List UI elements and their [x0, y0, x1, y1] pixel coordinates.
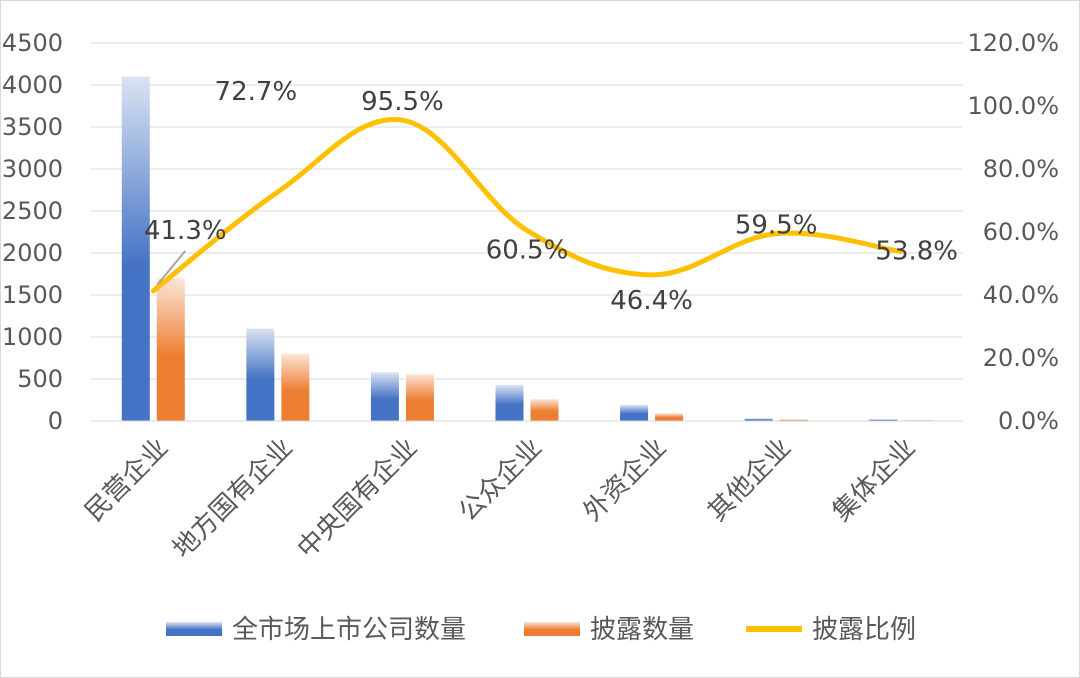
data-label: 59.5%: [735, 211, 818, 241]
y-left-tick-label: 500: [17, 365, 63, 393]
bar-disclosed: [156, 278, 185, 421]
y-right-tick-label: 20.0%: [983, 344, 1059, 372]
bar-total: [869, 419, 898, 421]
y-left-tick-label: 3000: [2, 155, 63, 183]
y-right-tick-label: 80.0%: [983, 155, 1059, 183]
data-labels: 41.3% 72.7% 95.5% 60.5% 46.4% 59.5% 53.8%: [144, 77, 958, 316]
y-left-tick-label: 2000: [2, 239, 63, 267]
legend-label: 全市场上市公司数量: [232, 615, 466, 645]
legend-swatch: [166, 622, 222, 636]
category-label: 地方国有企业: [167, 433, 299, 565]
bar-disclosed: [779, 419, 808, 421]
data-label: 95.5%: [361, 87, 444, 117]
bar-disclosed: [405, 374, 434, 421]
bar-total: [620, 405, 649, 421]
bar-total: [495, 384, 524, 421]
category-label: 中央国有企业: [292, 433, 424, 565]
y-left-tick-label: 3500: [2, 113, 63, 141]
y-left-tick-label: 4000: [2, 71, 63, 99]
category-label: 民营企业: [79, 433, 174, 528]
y-left-tick-label: 2500: [2, 197, 63, 225]
bar-total: [121, 76, 150, 421]
category-label: 集体企业: [827, 433, 922, 528]
data-label: 53.8%: [875, 237, 958, 267]
category-label: 公众企业: [453, 433, 548, 528]
y-right-tick-label: 100.0%: [967, 92, 1059, 120]
y-left-tick-label: 0: [48, 407, 63, 435]
gridlines: [91, 42, 963, 380]
y-right-tick-label: 120.0%: [967, 29, 1059, 57]
data-label: 72.7%: [215, 77, 298, 107]
label-leader-line: [156, 250, 187, 286]
legend: 全市场上市公司数量 披露数量 披露比例: [166, 615, 916, 645]
bar-total: [370, 372, 399, 421]
data-label: 41.3%: [144, 216, 227, 246]
category-label: 其他企业: [702, 433, 797, 528]
legend-label: 披露数量: [590, 615, 694, 645]
y-left-tick-label: 1500: [2, 281, 63, 309]
y-left-tick-label: 1000: [2, 323, 63, 351]
legend-swatch: [524, 622, 580, 636]
legend-label: 披露比例: [812, 615, 916, 645]
y-right-tick-label: 60.0%: [983, 218, 1059, 246]
y-left-tick-label: 4500: [2, 29, 63, 57]
bar-total: [744, 418, 773, 421]
category-label: 外资企业: [578, 433, 673, 528]
bar-total: [246, 328, 275, 421]
y-right-tick-label: 40.0%: [983, 281, 1059, 309]
bar-disclosed: [530, 399, 559, 421]
bars: [121, 76, 933, 421]
bar-disclosed: [655, 413, 684, 421]
data-label: 60.5%: [486, 235, 569, 265]
y-right-tick-label: 0.0%: [998, 407, 1059, 435]
data-label: 46.4%: [610, 286, 693, 316]
bar-disclosed: [281, 353, 310, 421]
ratio-line: [150, 117, 904, 294]
